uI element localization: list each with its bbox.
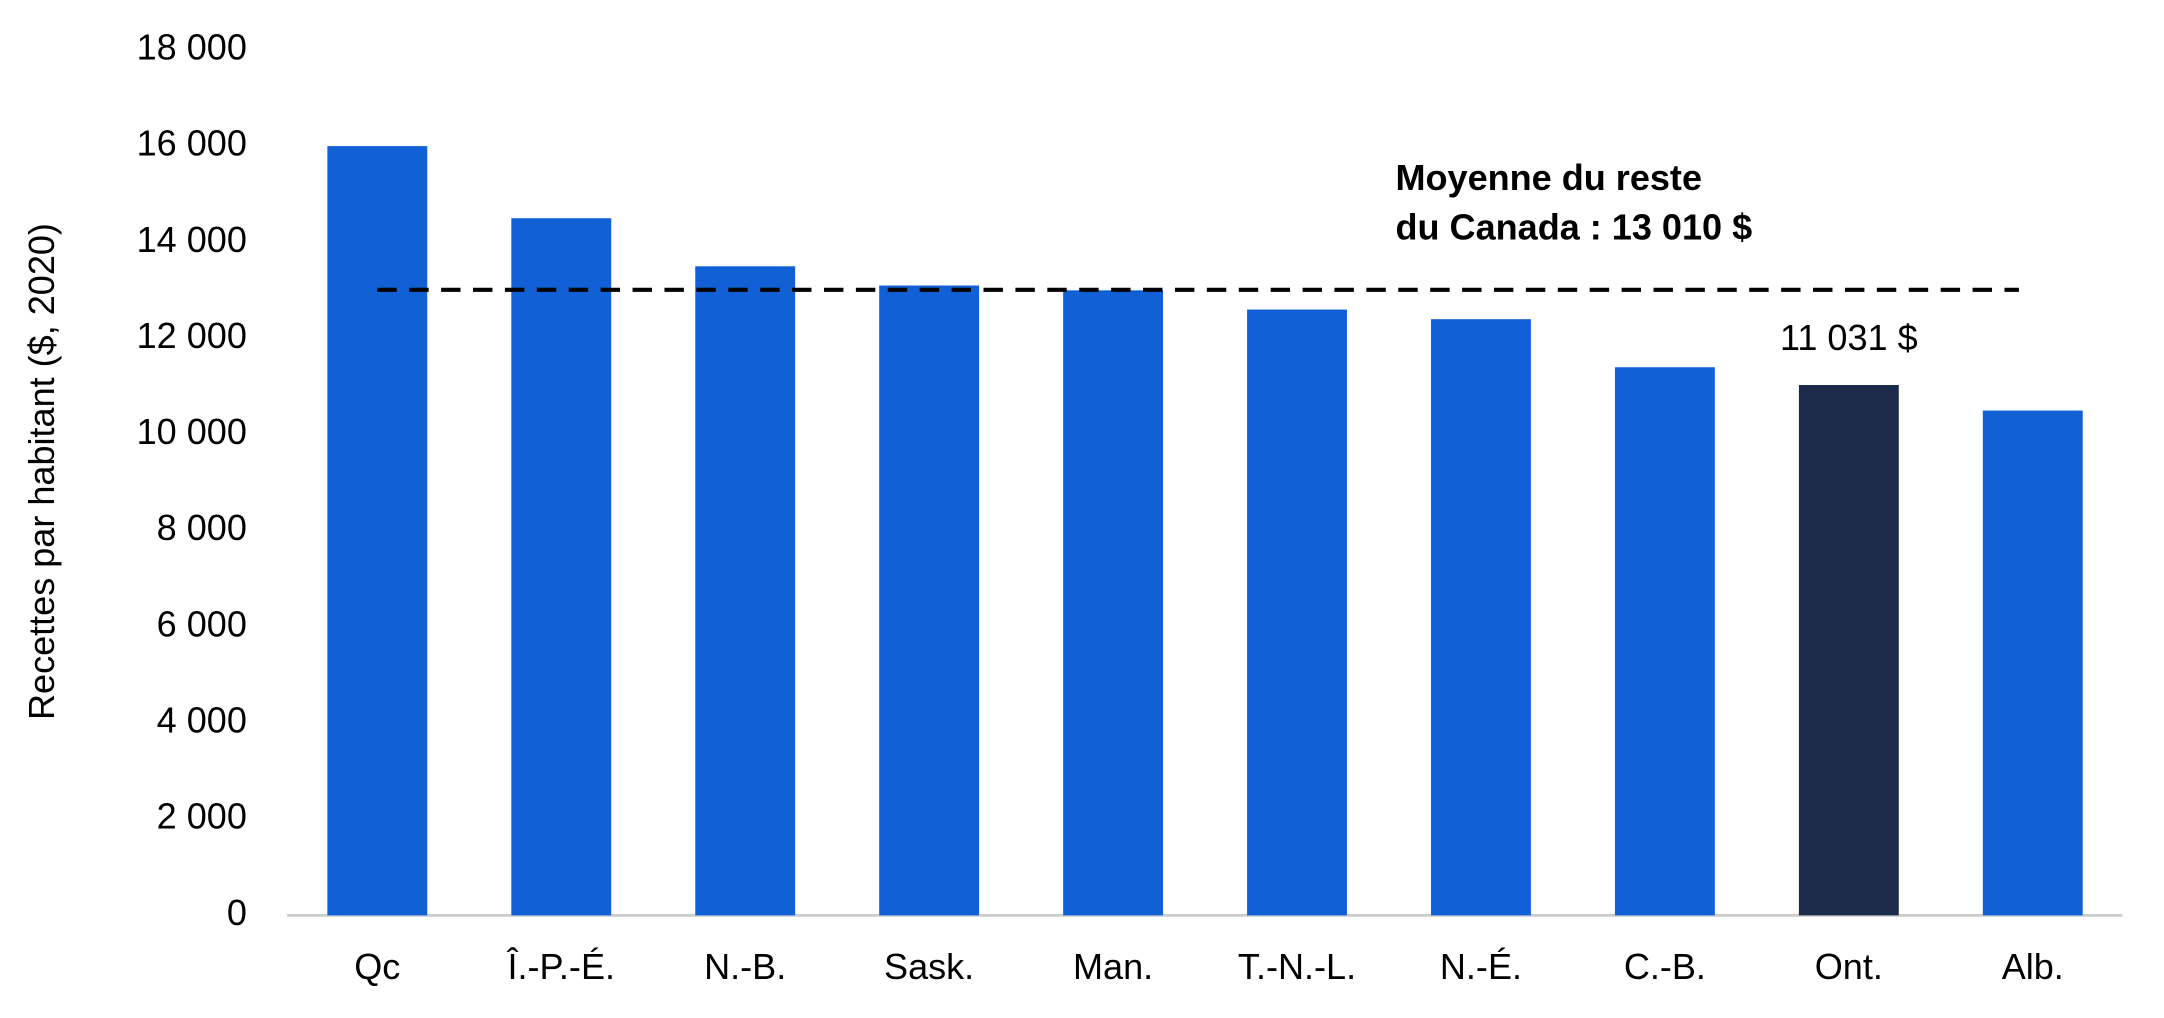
- x-tick-label: Man.: [1073, 946, 1153, 987]
- y-tick-label: 14 000: [137, 219, 247, 260]
- value-label: 11 031 $: [1780, 317, 1918, 358]
- x-tick-label: C.-B.: [1624, 946, 1706, 987]
- average-annotation: du Canada : 13 010 $: [1396, 207, 1753, 248]
- y-tick-label: 6 000: [157, 603, 247, 644]
- x-tick-label: T.-N.-L.: [1238, 946, 1356, 987]
- bar: [879, 285, 980, 916]
- bar: [1982, 410, 2083, 916]
- y-tick-label: 8 000: [157, 507, 247, 548]
- y-tick-label: 4 000: [157, 700, 247, 741]
- bar: [327, 146, 428, 916]
- bar: [511, 218, 612, 916]
- x-tick-label: Alb.: [2002, 946, 2064, 987]
- x-tick-label: Sask.: [884, 946, 974, 987]
- bar: [1798, 384, 1899, 916]
- x-tick-label: N.-B.: [704, 946, 786, 987]
- y-tick-label: 2 000: [157, 796, 247, 837]
- y-tick-label: 16 000: [137, 123, 247, 164]
- bar: [1614, 367, 1715, 916]
- y-axis-label: Recettes par habitant ($, 2020): [21, 223, 62, 720]
- average-annotation: Moyenne du reste: [1396, 157, 1703, 198]
- x-tick-label: Qc: [354, 946, 400, 987]
- y-tick-label: 10 000: [137, 411, 247, 452]
- y-tick-label: 18 000: [137, 26, 247, 67]
- bar: [1431, 319, 1531, 916]
- x-tick-label: N.-É.: [1440, 946, 1522, 987]
- y-tick-label: 0: [227, 892, 247, 933]
- x-tick-label: Ont.: [1815, 946, 1883, 987]
- bar: [1063, 290, 1164, 916]
- y-tick-label: 12 000: [137, 315, 247, 356]
- bar: [1247, 309, 1347, 916]
- x-tick-label: Î.-P.-É.: [506, 946, 615, 987]
- bar: [695, 266, 796, 916]
